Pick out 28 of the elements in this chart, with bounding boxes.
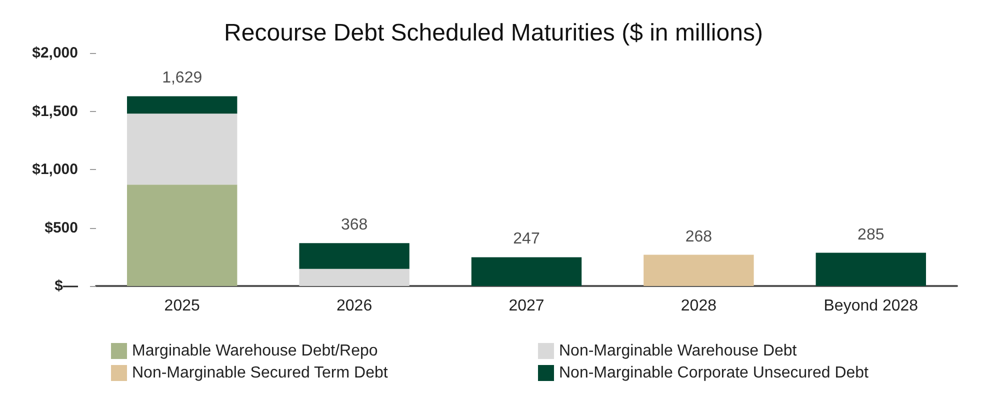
total-label: 247	[513, 230, 540, 248]
bar	[126, 184, 238, 286]
y-tick-label: $2,000	[32, 44, 78, 62]
x-tick-label: 2027	[508, 298, 544, 314]
bar	[816, 252, 926, 286]
total-label: 285	[858, 226, 884, 244]
legend-label: Marginable Warehouse Debt/Repo	[132, 342, 378, 360]
y-tick-label: $500	[44, 219, 78, 236]
bar	[126, 96, 238, 114]
bar	[299, 243, 410, 269]
bar	[126, 114, 238, 185]
total-label: 368	[340, 216, 368, 234]
legend-label: Non-Marginable Secured Term Debt	[132, 364, 388, 382]
y-tick-label: $1,500	[32, 102, 78, 120]
bar	[471, 257, 582, 286]
bar	[299, 268, 410, 286]
chart-title: Recourse Debt Scheduled Maturities ($ in millions)	[224, 20, 763, 46]
total-label: 268	[685, 228, 712, 246]
y-tick-label: $1,000	[32, 161, 78, 178]
x-tick-label: Beyond 2028	[824, 298, 918, 314]
bar	[644, 254, 754, 286]
legend-label: Non-Marginable Corporate Unsecured Debt	[559, 364, 870, 382]
x-tick-label: 2026	[336, 298, 372, 314]
total-label: 1,629	[162, 70, 202, 87]
legend-label: Non-Marginable Warehouse Debt	[559, 342, 798, 360]
y-tick-label: $—	[54, 278, 78, 294]
x-tick-label: 2025	[164, 298, 200, 314]
x-tick-label: 2028	[680, 298, 717, 314]
